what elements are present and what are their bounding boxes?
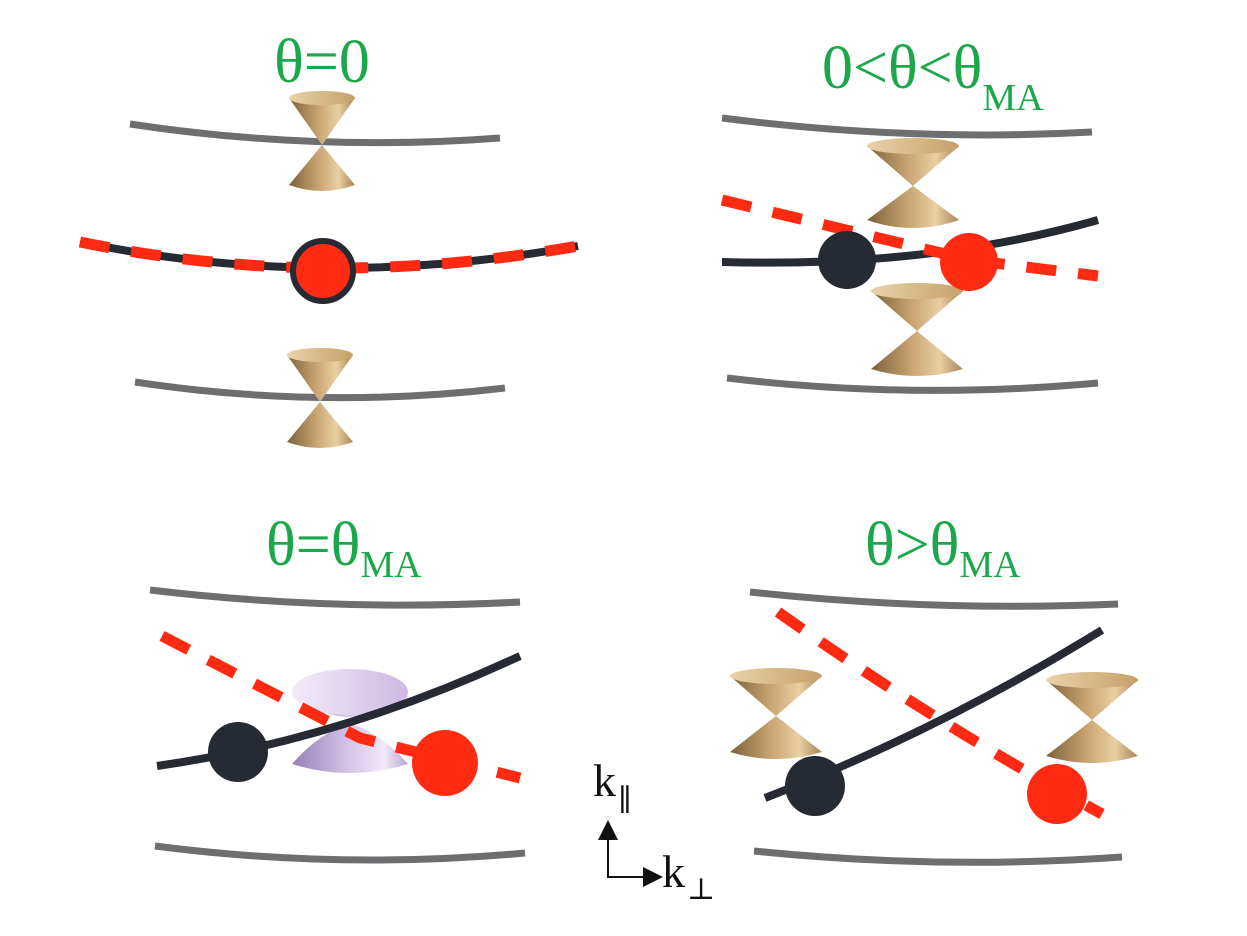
band-node-dot [412, 730, 478, 796]
panel-theta-magic: θ=θMA [149, 511, 526, 864]
panel-title: 0<θ<θMA [822, 34, 1044, 119]
axis-label-parallel: k∥ [593, 755, 632, 817]
band-node-dot [785, 756, 845, 816]
panel-title: θ=0 [274, 28, 370, 96]
outer-band-top [749, 588, 1119, 610]
panel-theta-between: 0<θ<θMA [720, 34, 1100, 394]
dirac-cone-icon [1046, 672, 1138, 763]
dirac-cone-icon [289, 91, 355, 191]
outer-band-top [149, 586, 521, 609]
dirac-cone-icon [867, 138, 959, 228]
band-node-dot [208, 722, 268, 782]
outer-band-bottom [154, 842, 526, 864]
axis-label-perpendicular: k⊥ [662, 846, 715, 906]
panel-title: θ>θMA [865, 511, 1021, 586]
outer-band-bottom [753, 847, 1123, 866]
black-band [156, 652, 522, 770]
band-node-dot [940, 233, 998, 291]
red-band-dashed [78, 236, 579, 274]
band-node-dot [1027, 764, 1087, 824]
outer-band-bottom [726, 374, 1099, 394]
panel-title: θ=θMA [266, 511, 422, 586]
momentum-axes: k∥ k⊥ [593, 755, 715, 906]
dirac-cone-icon [730, 668, 822, 759]
dirac-cone-icon [287, 348, 353, 448]
panel-theta-zero: θ=0 [78, 28, 579, 448]
panel-theta-above: θ>θMA [730, 511, 1138, 866]
band-node-dot [818, 231, 876, 289]
band-node-dot [290, 238, 356, 304]
red-band-dashed [720, 194, 1099, 282]
outer-band-top [721, 114, 1093, 139]
dirac-cone-icon [871, 283, 963, 376]
outer-band-top [129, 120, 501, 147]
black-band [721, 216, 1100, 267]
